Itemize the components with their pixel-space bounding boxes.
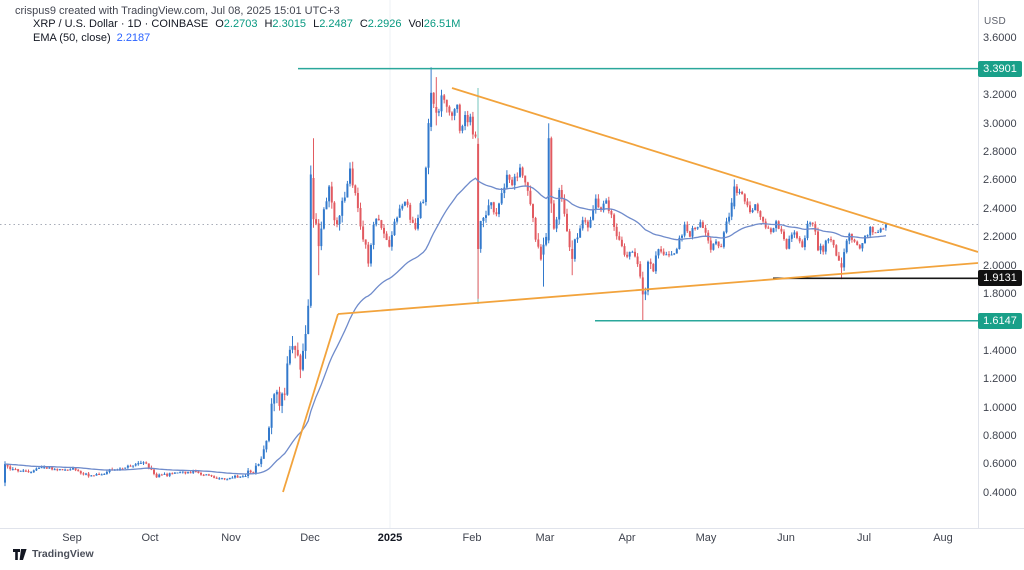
ohlc-high-value: 2.3015 bbox=[272, 18, 307, 30]
ohlc-low-label: L bbox=[313, 18, 320, 30]
volume-value: 26.51M bbox=[423, 18, 461, 30]
descending-trendline bbox=[451, 87, 978, 253]
price-tick-label: 1.2000 bbox=[983, 373, 1017, 386]
time-axis-label: Feb bbox=[462, 532, 482, 544]
price-tick-label: 1.4000 bbox=[983, 344, 1017, 357]
ema-name: EMA (50, close) bbox=[33, 32, 111, 44]
ohlc-low-value: 2.2487 bbox=[319, 18, 353, 30]
price-axis-unit: USD bbox=[984, 16, 1007, 27]
price-tick-label: 2.2000 bbox=[983, 231, 1017, 244]
tradingview-logo[interactable]: TradingView bbox=[13, 548, 94, 560]
price-tick-label: 1.0000 bbox=[983, 401, 1017, 414]
time-axis-label: Apr bbox=[618, 532, 636, 544]
price-tick-label: 0.4000 bbox=[983, 486, 1017, 499]
attribution-text: crispus9 created with TradingView.com, J… bbox=[15, 5, 340, 17]
price-tick-label: 0.8000 bbox=[983, 429, 1017, 442]
time-axis-label: Sep bbox=[62, 532, 82, 544]
time-axis-label: Mar bbox=[535, 532, 555, 544]
price-axis-border bbox=[978, 0, 979, 528]
ascending-steep-trendline bbox=[282, 313, 339, 493]
price-tick-label: 0.6000 bbox=[983, 458, 1017, 471]
time-axis-label: Dec bbox=[300, 532, 320, 544]
price-tick-label: 3.0000 bbox=[983, 117, 1017, 130]
trendline-drawings bbox=[282, 67, 978, 493]
price-tick-label: 3.6000 bbox=[983, 32, 1017, 45]
candlestick-series bbox=[4, 67, 887, 487]
price-level-badge: 1.9131 bbox=[978, 270, 1022, 287]
time-axis-border bbox=[0, 528, 1024, 529]
time-axis-label: Aug bbox=[933, 532, 953, 544]
symbol-title: XRP / U.S. Dollar · 1D · COINBASE bbox=[33, 18, 209, 30]
price-tick-label: 2.8000 bbox=[983, 145, 1017, 158]
price-tick-label: 2.0000 bbox=[983, 259, 1017, 272]
ema-value: 2.2187 bbox=[116, 32, 151, 44]
volume-label: Vol bbox=[408, 18, 424, 30]
ohlc-high-label: H bbox=[264, 18, 273, 30]
ohlc-open-value: 2.2703 bbox=[223, 18, 258, 30]
price-tick-label: 2.6000 bbox=[983, 174, 1017, 187]
price-tick-label: 2.4000 bbox=[983, 202, 1017, 215]
symbol-legend: XRP / U.S. Dollar · 1D · COINBASE O2.2703… bbox=[33, 18, 460, 30]
time-axis-label: Nov bbox=[221, 532, 241, 544]
time-axis-label: Jul bbox=[856, 532, 872, 544]
ohlc-close-label: C bbox=[359, 18, 368, 30]
ohlc-close-value: 2.2926 bbox=[367, 18, 402, 30]
price-tick-label: 1.8000 bbox=[983, 287, 1017, 300]
price-tick-label: 3.2000 bbox=[983, 89, 1017, 102]
chart-background-drawings bbox=[0, 0, 978, 528]
ema-line bbox=[4, 177, 886, 475]
ohlc-open-label: O bbox=[215, 18, 224, 30]
indicator-legend: EMA (50, close) 2.2187 bbox=[33, 32, 150, 44]
tradingview-logo-icon bbox=[13, 548, 27, 560]
time-axis-label: May bbox=[695, 532, 717, 544]
time-axis-label: 2025 bbox=[377, 532, 403, 544]
price-level-badge: 3.3901 bbox=[978, 60, 1022, 77]
tradingview-logo-text: TradingView bbox=[32, 548, 94, 560]
time-axis-label: Jun bbox=[777, 532, 795, 544]
ascending-support-trendline bbox=[337, 262, 978, 315]
price-level-badge: 1.6147 bbox=[978, 312, 1022, 329]
time-axis-label: Oct bbox=[141, 532, 159, 544]
